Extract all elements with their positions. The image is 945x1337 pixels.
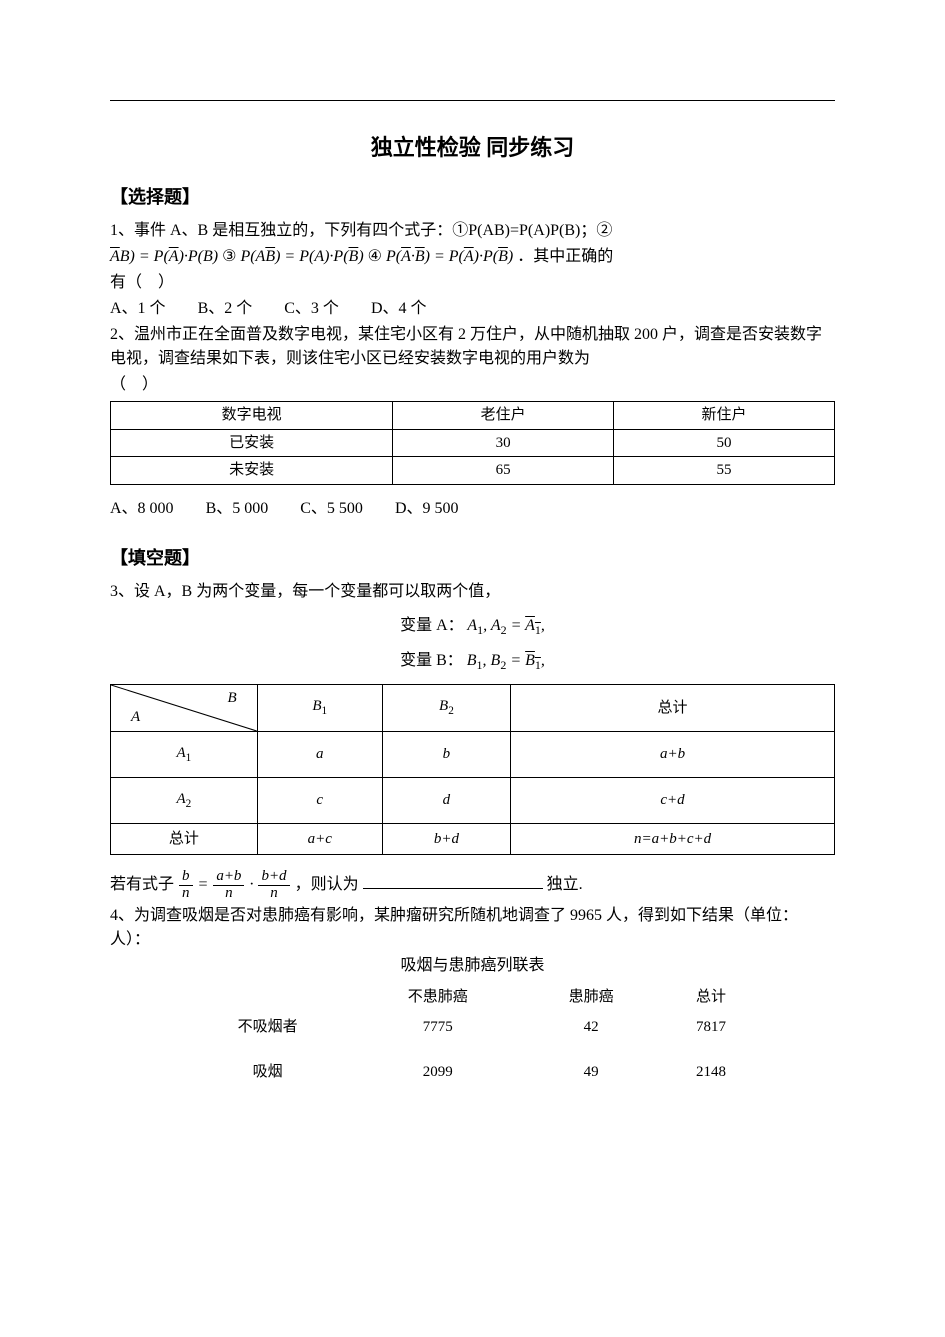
header-rule <box>110 100 835 101</box>
table-row: 总计 a+c b+d n=a+b+c+d <box>111 823 835 855</box>
q1-stem-line1: 1、事件 A、B 是相互独立的，下列有四个式子：①P(AB)=P(A)P(B)；… <box>110 219 835 243</box>
q1-option-b: B、2 个 <box>198 297 253 321</box>
q4-stem: 4、为调查吸烟是否对患肺癌有影响，某肿瘤研究所随机地调查了 9965 人，得到如… <box>110 904 835 952</box>
q3-col-total: 总计 <box>511 684 835 731</box>
q2-paren: （ ） <box>110 373 835 397</box>
page-title: 独立性检验 同步练习 <box>110 131 835 164</box>
q3-varA-math: A1, A2 = A1, <box>467 617 545 634</box>
q2-r1c0: 未安装 <box>111 457 393 485</box>
q3-r2c2: b+d <box>382 823 510 855</box>
dot-operator: · <box>249 876 253 893</box>
table-row: 数字电视 老住户 新住户 <box>111 402 835 430</box>
q2-th-1: 老住户 <box>393 402 614 430</box>
table-row: 已安装 30 50 <box>111 429 835 457</box>
q4-r0c3: 7817 <box>659 1012 762 1043</box>
q4-r1c1: 2099 <box>353 1057 523 1088</box>
q3-r0c0: A1 <box>111 731 258 777</box>
q2-options: A、8 000 B、5 000 C、5 500 D、9 500 <box>110 497 835 521</box>
q1-option-d: D、4 个 <box>371 297 427 321</box>
q3-col-b1: B1 <box>257 684 382 731</box>
q3-conclusion: 若有式子 bn = a+bn · b+dn ，则认为 独立. <box>110 869 835 902</box>
q2-r1c1: 65 <box>393 457 614 485</box>
q3-r0c2: b <box>382 731 510 777</box>
q3-diag-cell: B A <box>111 684 258 731</box>
q4-r1c0: 吸烟 <box>183 1057 353 1088</box>
q3-r0c1: a <box>257 731 382 777</box>
q3-r0c3: a+b <box>511 731 835 777</box>
q3-conclusion-suffix: 独立. <box>547 876 583 893</box>
q2-option-c: C、5 500 <box>300 497 363 521</box>
q4-h2: 患肺癌 <box>523 982 660 1013</box>
q3-r1c0: A2 <box>111 777 258 823</box>
table-row: 未安装 65 55 <box>111 457 835 485</box>
q3-table: B A B1 B2 总计 A1 a b a+b A2 c d c+d 总计 a+… <box>110 684 835 855</box>
q3-r2c1: a+c <box>257 823 382 855</box>
q1-formula2: AB) = P(A)·P(B) <box>110 248 218 265</box>
q2-r0c1: 30 <box>393 429 614 457</box>
q4-h3: 总计 <box>659 982 762 1013</box>
q3-conclusion-mid: ，则认为 <box>295 876 359 893</box>
q1-formula3-label: ③ <box>222 248 240 265</box>
q4-table: 不患肺癌 患肺癌 总计 不吸烟者 7775 42 7817 吸烟 2099 49… <box>183 982 763 1088</box>
q1-option-c: C、3 个 <box>284 297 339 321</box>
q2-table: 数字电视 老住户 新住户 已安装 30 50 未安装 65 55 <box>110 401 835 485</box>
q3-r1c1: c <box>257 777 382 823</box>
q3-varB-math: B1, B2 = B1, <box>467 652 545 669</box>
q1-stem-line3: 有（ ） <box>110 271 835 295</box>
table-row: A1 a b a+b <box>111 731 835 777</box>
table-row: B A B1 B2 总计 <box>111 684 835 731</box>
table-row: 不吸烟者 7775 42 7817 <box>183 1012 763 1043</box>
q2-r0c0: 已安装 <box>111 429 393 457</box>
q3-r2c3: n=a+b+c+d <box>511 823 835 855</box>
q3-stem: 3、设 A，B 为两个变量，每一个变量都可以取两个值， <box>110 580 835 604</box>
q1-formula4-label: ④ <box>368 248 386 265</box>
q3-r1c3: c+d <box>511 777 835 823</box>
q3-varA-label: 变量 A： <box>400 617 464 634</box>
table-row: 不患肺癌 患肺癌 总计 <box>183 982 763 1013</box>
q4-r0c0: 不吸烟者 <box>183 1012 353 1043</box>
section-heading-fill: 【填空题】 <box>110 545 835 572</box>
q3-varB: 变量 B： B1, B2 = B1, <box>110 649 835 674</box>
q4-r1c2: 49 <box>523 1057 660 1088</box>
fill-blank <box>363 872 543 889</box>
q3-diag-a: A <box>131 706 140 729</box>
q2-option-b: B、5 000 <box>206 497 269 521</box>
section-heading-choice: 【选择题】 <box>110 184 835 211</box>
q1-formula4: P(A·B) = P(A)·P(B) <box>386 248 513 265</box>
q4-r0c1: 7775 <box>353 1012 523 1043</box>
equals-sign: = <box>198 876 213 893</box>
q4-r1c3: 2148 <box>659 1057 762 1088</box>
fraction-icon: a+bn <box>213 869 244 902</box>
q4-r0c2: 42 <box>523 1012 660 1043</box>
q3-diag-b: B <box>228 687 237 710</box>
fraction-icon: bn <box>179 869 193 902</box>
q1-stem-line2: AB) = P(A)·P(B) ③ P(AB) = P(A)·P(B) ④ P(… <box>110 245 835 269</box>
q4-table-title: 吸烟与患肺癌列联表 <box>110 954 835 978</box>
table-row: 吸烟 2099 49 2148 <box>183 1057 763 1088</box>
q4-h0 <box>183 982 353 1013</box>
q3-varA: 变量 A： A1, A2 = A1, <box>110 614 835 639</box>
q2-option-d: D、9 500 <box>395 497 459 521</box>
q2-th-0: 数字电视 <box>111 402 393 430</box>
q3-varB-label: 变量 B： <box>400 652 463 669</box>
q2-th-2: 新住户 <box>614 402 835 430</box>
q1-option-a: A、1 个 <box>110 297 166 321</box>
q1-stem-prefix: 1、事件 A、B 是相互独立的，下列有四个式子：①P(AB)=P(A)P(B)；… <box>110 222 612 239</box>
q3-r2c0: 总计 <box>111 823 258 855</box>
q3-r1c2: d <box>382 777 510 823</box>
q1-options: A、1 个 B、2 个 C、3 个 D、4 个 <box>110 297 835 321</box>
fraction-icon: b+dn <box>258 869 289 902</box>
q1-stem-suffix: ．其中正确的 <box>517 248 613 265</box>
q2-option-a: A、8 000 <box>110 497 174 521</box>
q3-col-b2: B2 <box>382 684 510 731</box>
table-row <box>183 1043 763 1057</box>
q4-h1: 不患肺癌 <box>353 982 523 1013</box>
q3-conclusion-prefix: 若有式子 <box>110 876 174 893</box>
q1-formula3: P(AB) = P(A)·P(B) <box>240 248 363 265</box>
q2-stem: 2、温州市正在全面普及数字电视，某住宅小区有 2 万住户，从中随机抽取 200 … <box>110 323 835 371</box>
q2-r0c2: 50 <box>614 429 835 457</box>
table-row: A2 c d c+d <box>111 777 835 823</box>
q2-r1c2: 55 <box>614 457 835 485</box>
document-page: 独立性检验 同步练习 【选择题】 1、事件 A、B 是相互独立的，下列有四个式子… <box>0 0 945 1147</box>
